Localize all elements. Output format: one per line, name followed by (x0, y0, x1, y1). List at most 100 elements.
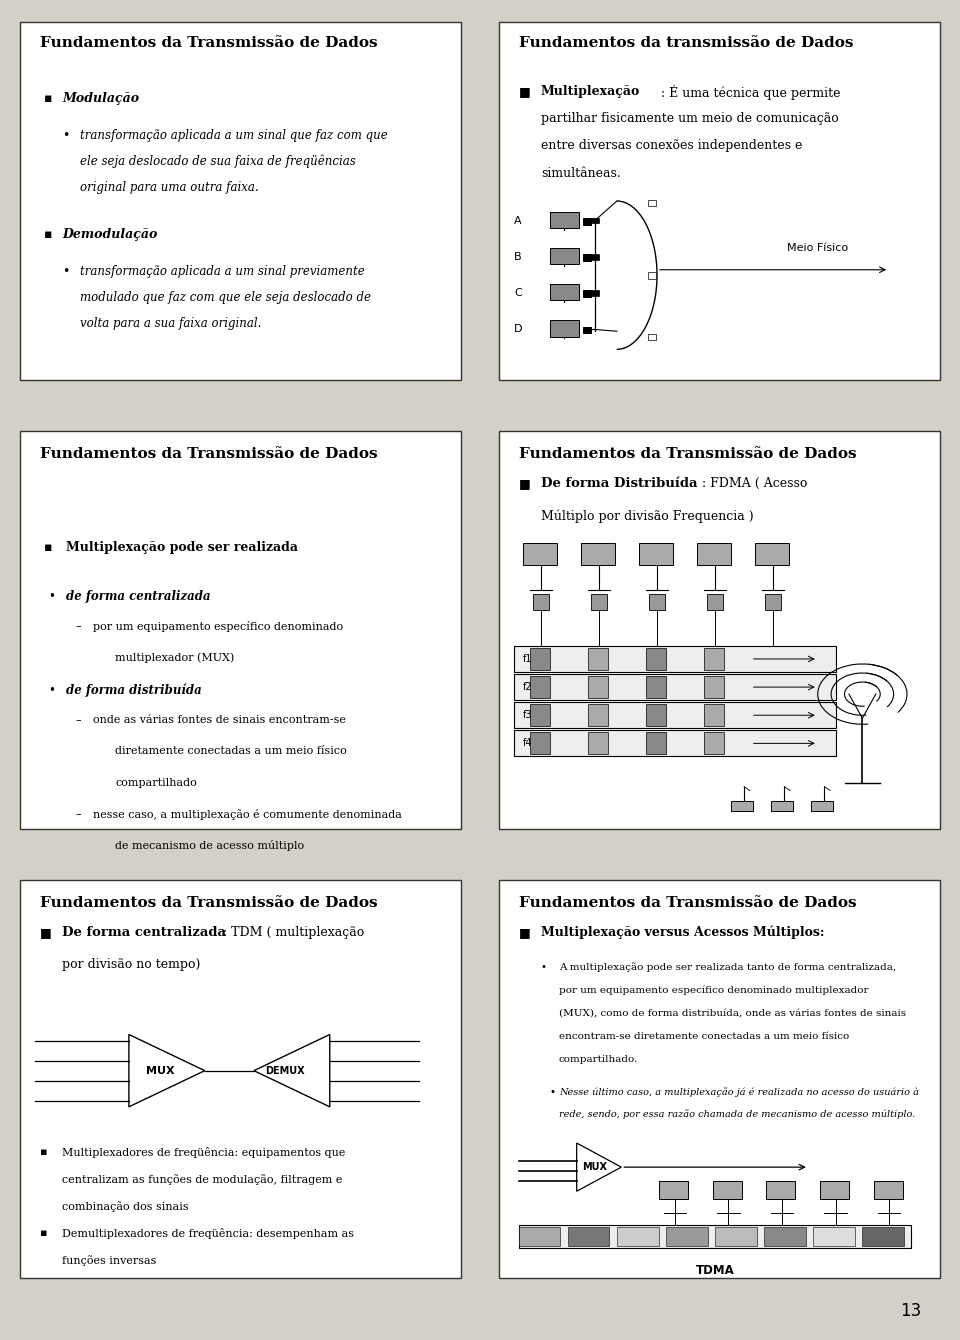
Bar (518, 1227, 561, 1246)
Text: centralizam as funções de modulação, filtragem e: centralizam as funções de modulação, fil… (62, 1174, 343, 1185)
Text: –: – (75, 620, 81, 631)
Text: Fundamentos da transmissão de Dados: Fundamentos da transmissão de Dados (518, 36, 853, 51)
Text: por um equipamento específico denominado multiplexador: por um equipamento específico denominado… (559, 985, 868, 994)
Text: f4: f4 (523, 738, 533, 748)
Text: onde as várias fontes de sinais encontram-se: onde as várias fontes de sinais encontra… (93, 716, 346, 725)
Text: de forma distribuída: de forma distribuída (66, 683, 203, 697)
Polygon shape (253, 1034, 330, 1107)
Bar (874, 1182, 902, 1199)
Bar (530, 675, 550, 698)
Text: partilhar fisicamente um meio de comunicação: partilhar fisicamente um meio de comunic… (541, 113, 839, 126)
Bar (515, 646, 835, 673)
Text: ■: ■ (518, 926, 530, 939)
Bar (584, 218, 591, 225)
Text: ▪: ▪ (39, 1147, 47, 1156)
Text: –: – (75, 809, 81, 819)
Bar (704, 732, 724, 754)
Text: original para uma outra faixa.: original para uma outra faixa. (80, 181, 258, 194)
Text: A: A (515, 216, 522, 226)
Text: MUX: MUX (146, 1065, 175, 1076)
Bar (584, 327, 591, 334)
Bar (704, 705, 724, 726)
Text: por um equipamento específico denominado: por um equipamento específico denominado (93, 620, 344, 632)
Bar (704, 647, 724, 670)
Text: Fundamentos da Transmissão de Dados: Fundamentos da Transmissão de Dados (518, 448, 856, 461)
Bar (588, 732, 608, 754)
Text: ▪: ▪ (39, 1227, 47, 1238)
Bar (515, 702, 835, 729)
Text: f1: f1 (523, 654, 533, 663)
Text: f2: f2 (523, 682, 533, 691)
Bar (813, 1227, 855, 1246)
Text: Meio Físico: Meio Físico (787, 244, 849, 253)
Text: funções inversas: funções inversas (62, 1254, 156, 1265)
FancyBboxPatch shape (498, 21, 941, 381)
Text: Multiplexadores de freqüência: equipamentos que: Multiplexadores de freqüência: equipamen… (62, 1147, 346, 1158)
Text: encontram-se diretamente conectadas a um meio físico: encontram-se diretamente conectadas a um… (559, 1032, 849, 1041)
Text: Demodulação: Demodulação (62, 229, 157, 241)
Bar (588, 705, 608, 726)
Text: Fundamentos da Transmissão de Dados: Fundamentos da Transmissão de Dados (39, 448, 377, 461)
Bar (530, 705, 550, 726)
Text: De forma Distribuída: De forma Distribuída (541, 477, 698, 490)
Text: •: • (62, 129, 69, 142)
Bar (648, 334, 656, 340)
Text: simultâneas.: simultâneas. (541, 166, 621, 180)
Text: por divisão no tempo): por divisão no tempo) (62, 958, 201, 971)
Text: ele seja deslocado de sua faixa de freqüências: ele seja deslocado de sua faixa de freqü… (80, 154, 355, 169)
Text: (MUX), como de forma distribuída, onde as várias fontes de sinais: (MUX), como de forma distribuída, onde a… (559, 1009, 906, 1018)
Text: : FDMA ( Acesso: : FDMA ( Acesso (702, 477, 807, 490)
Bar (523, 544, 557, 565)
Bar (660, 1182, 688, 1199)
Bar (646, 705, 666, 726)
Bar (820, 1182, 849, 1199)
FancyBboxPatch shape (19, 431, 462, 828)
Polygon shape (129, 1034, 204, 1107)
Text: de mecanismo de acesso múltiplo: de mecanismo de acesso múltiplo (115, 840, 304, 851)
Text: B: B (515, 252, 522, 263)
Text: Multiplexação versus Acessos Múltiplos:: Multiplexação versus Acessos Múltiplos: (541, 926, 825, 939)
Bar (591, 594, 607, 610)
Bar (588, 675, 608, 698)
Polygon shape (577, 1143, 621, 1191)
Bar (771, 801, 793, 811)
Bar (515, 730, 835, 756)
Text: •: • (49, 683, 56, 697)
Text: A multiplexação pode ser realizada tanto de forma centralizada,: A multiplexação pode ser realizada tanto… (559, 962, 896, 972)
Text: : TDM ( multiplexação: : TDM ( multiplexação (223, 926, 364, 939)
Bar (617, 1227, 659, 1246)
FancyBboxPatch shape (19, 880, 462, 1278)
Bar (648, 200, 656, 206)
Bar (666, 1227, 708, 1246)
Bar (530, 732, 550, 754)
Text: diretamente conectadas a um meio físico: diretamente conectadas a um meio físico (115, 746, 348, 756)
Text: Multiplexação: Multiplexação (541, 86, 640, 98)
Text: de forma centralizada: de forma centralizada (66, 590, 211, 603)
Bar (648, 272, 656, 279)
Text: nesse caso, a multiplexação é comumente denominada: nesse caso, a multiplexação é comumente … (93, 809, 402, 820)
Text: transformação aplicada a um sinal que faz com que: transformação aplicada a um sinal que fa… (80, 129, 388, 142)
Bar (518, 1225, 911, 1248)
Text: 13: 13 (900, 1302, 922, 1320)
Text: ▪: ▪ (44, 541, 53, 555)
Text: Modulação: Modulação (62, 92, 139, 106)
Text: volta para a sua faixa original.: volta para a sua faixa original. (80, 316, 261, 330)
Text: Fundamentos da Transmissão de Dados: Fundamentos da Transmissão de Dados (39, 36, 377, 51)
Text: compartilhado: compartilhado (115, 777, 197, 788)
Bar (646, 732, 666, 754)
Text: Fundamentos da Transmissão de Dados: Fundamentos da Transmissão de Dados (518, 896, 856, 910)
Bar (862, 1227, 904, 1246)
Text: f3: f3 (523, 710, 533, 720)
Bar (590, 289, 599, 296)
Text: C: C (515, 288, 522, 299)
Text: De forma centralizada: De forma centralizada (62, 926, 226, 939)
Bar (713, 1182, 742, 1199)
Text: D: D (515, 324, 522, 335)
Bar (764, 1227, 805, 1246)
FancyBboxPatch shape (19, 21, 462, 381)
Bar (811, 801, 833, 811)
Text: MUX: MUX (582, 1162, 607, 1172)
Bar (715, 1227, 756, 1246)
Text: ■: ■ (518, 477, 530, 490)
Text: Múltiplo por divisão Frequencia ): Múltiplo por divisão Frequencia ) (541, 509, 754, 523)
